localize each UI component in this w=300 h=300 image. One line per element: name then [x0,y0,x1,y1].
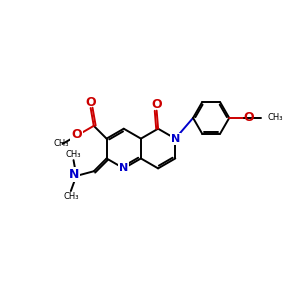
Text: O: O [85,96,96,109]
Text: CH₃: CH₃ [66,150,81,159]
Text: N: N [171,134,180,144]
Text: CH₃: CH₃ [63,192,79,201]
Text: CH₃: CH₃ [268,113,283,122]
Text: N: N [69,168,79,181]
Text: O: O [151,98,162,111]
Text: CH₃: CH₃ [53,140,69,148]
Text: O: O [243,111,254,124]
Text: O: O [71,128,82,141]
Text: N: N [119,164,128,173]
